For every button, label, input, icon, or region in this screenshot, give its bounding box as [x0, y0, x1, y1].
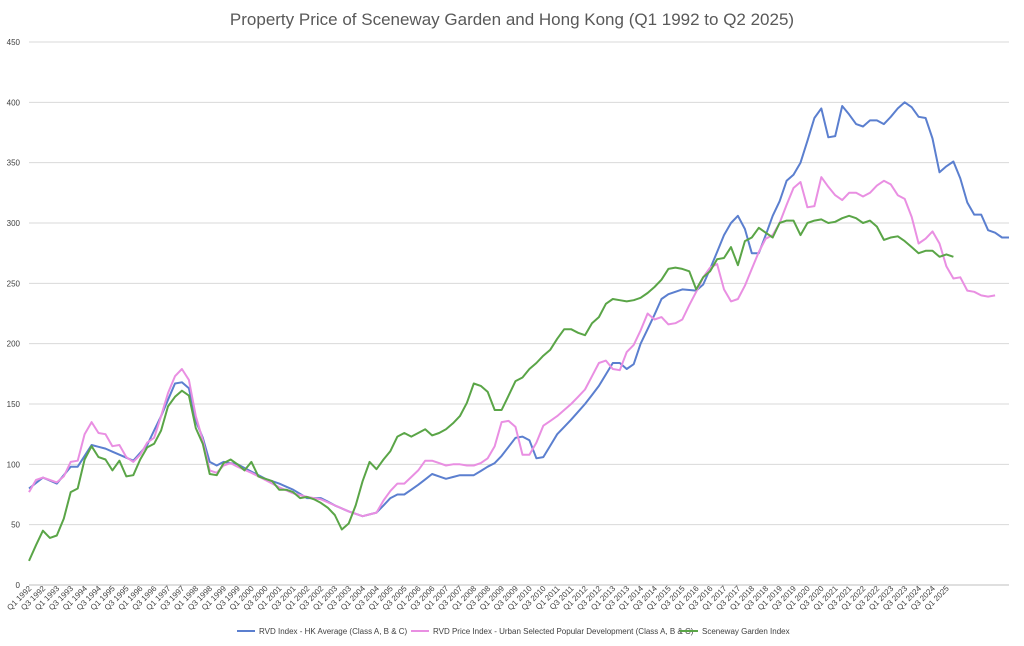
y-tick-label: 350: [7, 159, 21, 168]
legend: RVD Index - HK Average (Class A, B & C) R…: [237, 627, 790, 636]
y-tick-label: 400: [7, 98, 21, 107]
y-tick-label: 150: [7, 400, 21, 409]
legend-label: RVD Index - HK Average (Class A, B & C): [259, 627, 408, 636]
legend-label: RVD Price Index - Urban Selected Popular…: [433, 627, 694, 636]
y-tick-label: 300: [7, 219, 21, 228]
y-axis-tick-labels: 0 50 100 150 200 250 300 350 400 450: [7, 38, 21, 590]
y-tick-label: 200: [7, 340, 21, 349]
chart-title: Property Price of Sceneway Garden and Ho…: [230, 10, 794, 29]
series-lines: [28, 101, 1009, 562]
series-line-2: [28, 176, 996, 518]
y-tick-label: 50: [11, 521, 20, 530]
legend-label: Sceneway Garden Index: [702, 627, 790, 636]
y-tick-label: 100: [7, 460, 21, 469]
gridlines: [29, 41, 1009, 586]
y-tick-label: 250: [7, 279, 21, 288]
y-tick-label: 450: [7, 38, 21, 47]
series-line-1: [28, 101, 1009, 518]
y-tick-label: 0: [16, 581, 21, 590]
series-line-3: [28, 214, 954, 562]
